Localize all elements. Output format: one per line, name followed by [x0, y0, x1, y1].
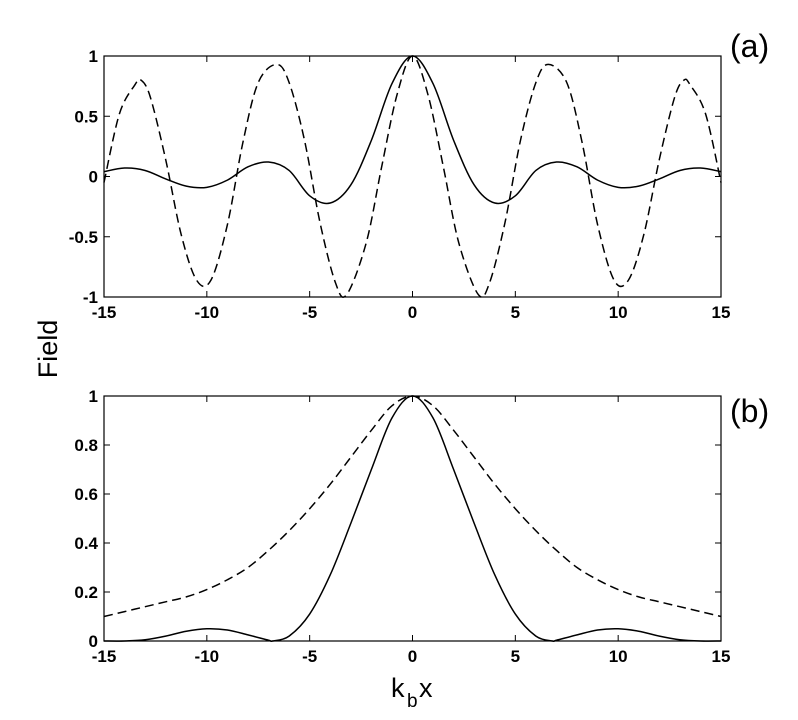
x-tick-label: 0 [408, 303, 417, 322]
panel-b: -15 -10 -5 0 5 10 15 0 0.2 0.4 0.6 0.8 1 (b) [74, 387, 769, 666]
x-axis-title-x: x [419, 673, 433, 703]
panel-a-ticks [103, 55, 722, 298]
x-tick-label: 10 [609, 647, 628, 666]
panel-a-frame [103, 55, 722, 298]
panel-a: -15 -10 -5 0 5 10 15 -1 -0.5 0 0.5 1 (a) [69, 28, 769, 322]
dashed-series-line [103, 395, 722, 618]
y-tick-label: 0.8 [74, 436, 98, 455]
panel-b-series [103, 395, 722, 643]
panel-b-y-tick-labels: 0 0.2 0.4 0.6 0.8 1 [74, 387, 98, 651]
panel-b-x-tick-labels: -15 -10 -5 0 5 10 15 [92, 647, 731, 666]
x-tick-label: 15 [712, 647, 731, 666]
panel-b-frame [103, 395, 722, 642]
x-tick-label: 15 [712, 303, 731, 322]
panel-a-series [103, 55, 722, 298]
y-tick-label: -1 [83, 288, 98, 307]
y-tick-label: 0.6 [74, 485, 98, 504]
x-tick-label: -15 [92, 303, 117, 322]
x-tick-label: 5 [511, 647, 520, 666]
panel-a-y-tick-labels: -1 -0.5 0 0.5 1 [69, 47, 98, 307]
y-tick-label: 0.4 [74, 534, 98, 553]
y-tick-label: 0.2 [74, 583, 98, 602]
x-tick-label: 10 [609, 303, 628, 322]
y-tick-label: 1 [89, 387, 98, 406]
y-tick-label: 0.5 [74, 107, 98, 126]
x-tick-label: -5 [302, 303, 317, 322]
y-tick-label: 0 [89, 632, 98, 651]
x-tick-label: 5 [511, 303, 520, 322]
x-tick-label: -10 [195, 303, 220, 322]
x-tick-label: -15 [92, 647, 117, 666]
dashed-series-line [103, 55, 722, 298]
y-tick-label: 0 [89, 168, 98, 187]
x-axis-title-subscript: b [407, 691, 418, 712]
x-tick-label: -10 [195, 647, 220, 666]
panel-a-x-tick-labels: -15 -10 -5 0 5 10 15 [92, 303, 731, 322]
y-tick-label: -0.5 [69, 228, 98, 247]
y-axis-title: Field [33, 320, 63, 379]
x-tick-label: 0 [408, 647, 417, 666]
panel-b-ticks [103, 395, 722, 642]
x-tick-label: -5 [302, 647, 317, 666]
x-axis-title: k b x [391, 673, 433, 712]
panel-a-label: (a) [730, 28, 769, 64]
panel-b-label: (b) [730, 393, 769, 429]
x-axis-title-k: k [391, 673, 405, 703]
y-tick-label: 1 [89, 47, 98, 66]
